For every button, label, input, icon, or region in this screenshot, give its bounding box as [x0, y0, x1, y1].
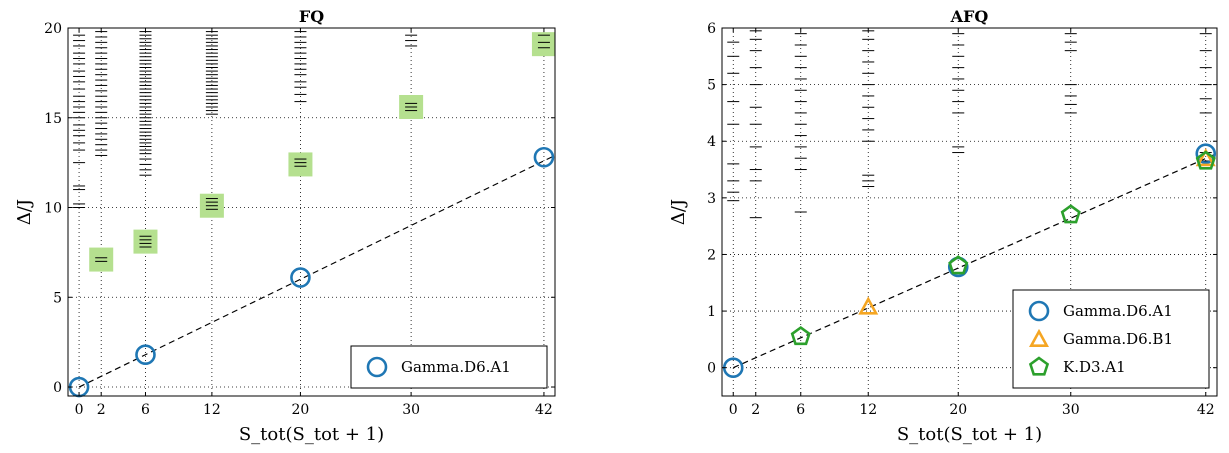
x-tick-label: 2	[97, 402, 106, 418]
y-tick-label: 0	[707, 361, 716, 377]
legend: Gamma.D6.A1 Gamma.D6.B1 K.D3.A1	[1012, 289, 1210, 389]
y-tick-label: 2	[707, 247, 716, 263]
data-point-circle	[290, 267, 311, 288]
y-tick-label: 3	[707, 191, 716, 207]
y-axis-label: Δ/J	[14, 199, 35, 225]
legend-entry: Gamma.D6.B1	[1063, 330, 1173, 348]
fit-line	[733, 152, 1217, 369]
data-point-triangle	[1195, 148, 1216, 167]
x-tick-label: 12	[203, 402, 221, 418]
x-tick-label: 20	[949, 402, 967, 418]
x-tick-label: 30	[1062, 402, 1080, 418]
data-point-pentagon	[1195, 150, 1216, 170]
x-tick-label: 0	[75, 402, 84, 418]
y-tick-label: 4	[707, 134, 716, 150]
chart-title: AFQ	[950, 7, 989, 26]
y-tick-label: 5	[707, 78, 716, 94]
axes-frame	[721, 27, 1218, 397]
highlight-square	[288, 152, 313, 177]
y-tick-label: 10	[44, 201, 62, 217]
y-tick-label: 0	[53, 380, 62, 396]
y-axis-label: Δ/J	[668, 199, 689, 225]
chart-title: FQ	[299, 7, 324, 26]
x-tick-label: 20	[292, 402, 310, 418]
data-point-pentagon	[948, 255, 969, 275]
legend-marker-triangle	[1029, 328, 1049, 348]
data-point-circle	[1195, 143, 1217, 164]
plot-area	[73, 31, 555, 388]
y-tick-label: 5	[53, 290, 62, 306]
data-point-pentagon	[790, 325, 811, 346]
x-tick-label: 6	[796, 402, 805, 418]
legend: Gamma.D6.A1	[350, 345, 548, 389]
axes-frame	[67, 27, 556, 397]
y-tick-label: 1	[707, 304, 716, 320]
legend-entry: K.D3.A1	[1063, 358, 1126, 376]
y-tick-label: 6	[707, 21, 716, 37]
x-axis-label: S_tot(S_tot + 1)	[897, 424, 1042, 445]
x-tick-label: 42	[535, 402, 553, 418]
x-tick-label: 30	[402, 402, 420, 418]
legend-marker-circle	[1028, 300, 1050, 322]
legend-entry: Gamma.D6.A1	[1063, 302, 1173, 320]
x-axis-label: S_tot(S_tot + 1)	[239, 424, 384, 445]
data-point-pentagon	[1060, 204, 1081, 224]
y-tick-label: 15	[44, 111, 62, 127]
data-point-triangle	[858, 296, 879, 315]
highlight-square	[133, 229, 158, 254]
x-tick-label: 42	[1197, 402, 1215, 418]
legend-marker-pentagon	[1028, 356, 1050, 376]
fit-line	[78, 154, 555, 388]
legend-box	[350, 345, 548, 389]
data-point-circle	[135, 344, 156, 366]
legend-marker-circle	[366, 356, 388, 378]
x-tick-label: 0	[729, 402, 738, 418]
y-tick-label: 20	[44, 21, 62, 37]
x-tick-label: 6	[141, 402, 150, 418]
highlight-square	[531, 32, 555, 57]
highlight-square	[89, 247, 114, 272]
legend-entry: Gamma.D6.A1	[401, 358, 511, 376]
data-point-circle	[533, 146, 555, 168]
x-tick-label: 2	[751, 402, 760, 418]
x-tick-label: 12	[859, 402, 877, 418]
